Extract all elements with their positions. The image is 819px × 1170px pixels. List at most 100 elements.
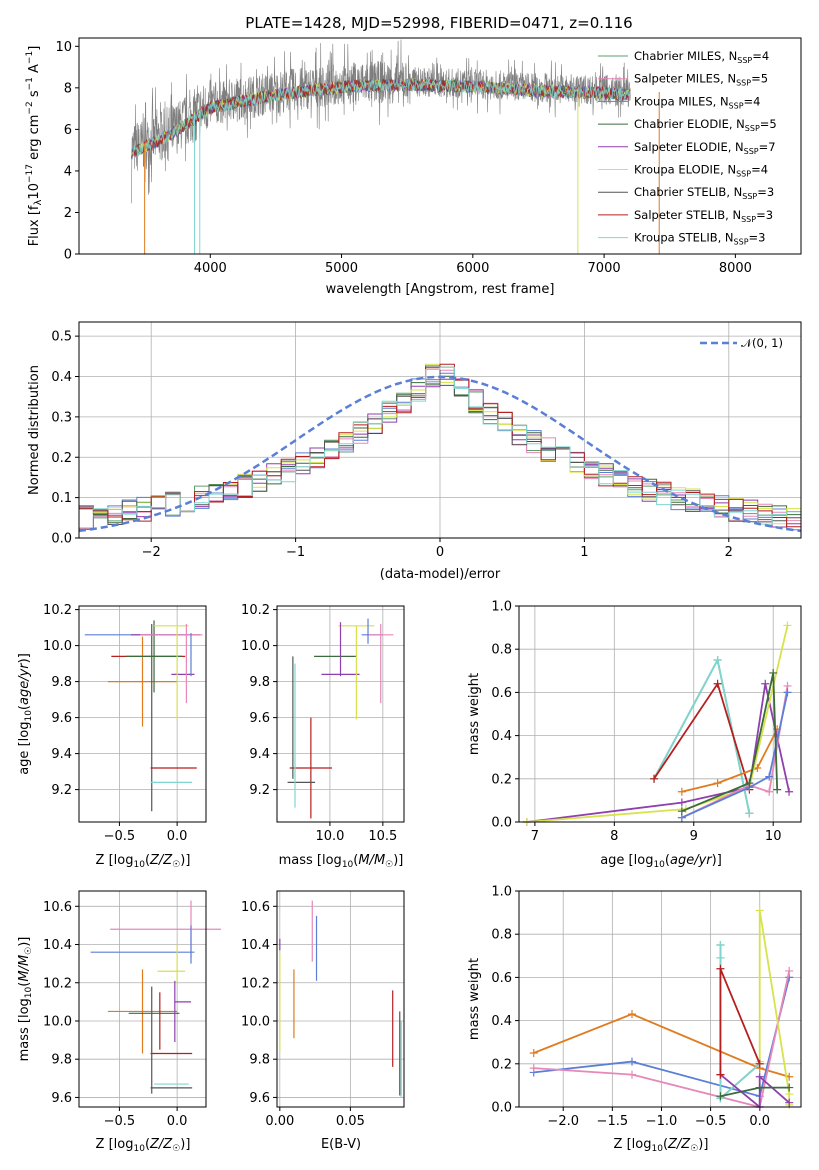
weight-marker — [755, 1083, 764, 1092]
histograms — [79, 363, 801, 533]
mass-z-ylabel: mass [log10(M/M☉)] — [17, 937, 34, 1062]
plot-area — [529, 906, 794, 1111]
gaussian-legend-label: 𝒩(0, 1) — [741, 336, 783, 350]
y-tick-label: 10.2 — [241, 603, 270, 618]
weight-marker — [716, 953, 725, 962]
weight-marker — [529, 1064, 538, 1073]
x-tick-label: 7000 — [588, 261, 621, 276]
y-tick-label: 0.4 — [491, 1014, 512, 1029]
y-tick-label: 0.0 — [491, 1101, 512, 1116]
residual-histogram — [79, 366, 801, 533]
x-tick-label: 0.0 — [749, 1114, 770, 1129]
weight-marker — [765, 787, 774, 796]
weight-line — [681, 685, 789, 819]
age-mass-xlabel: mass [log10(M/M☉)] — [279, 853, 404, 870]
y-tick-label: 6 — [64, 123, 72, 138]
x-tick-label: 7 — [531, 829, 539, 844]
axes-frame — [518, 890, 802, 1108]
y-tick-label: 0.8 — [491, 643, 512, 658]
spectrum-legend: Chabrier MILES, NSSP=4 Salpeter MILES, NS… — [598, 49, 777, 247]
axes-frame — [78, 605, 207, 823]
weight-marker — [716, 1070, 725, 1079]
y-tick-label: 9.6 — [51, 1091, 72, 1106]
y-tick-label: 10.4 — [241, 938, 270, 953]
age-vs-mass-panel: 10.0 10.5 9.2 9.4 9.6 9.8 10.0 10.2 — [241, 603, 405, 844]
spectrum-frame — [78, 37, 802, 255]
weight-marker — [677, 787, 686, 796]
y-tick-label: 9.8 — [51, 675, 72, 690]
axes-frame — [276, 890, 405, 1108]
weight-line — [719, 1073, 790, 1109]
plot-area — [522, 621, 794, 826]
y-tick-label: 0.2 — [491, 1057, 512, 1072]
age-z-xlabel: Z [log10(Z/Z☉)] — [96, 853, 191, 870]
x-tick-label: −2 — [142, 545, 161, 560]
weight-marker — [627, 1010, 636, 1019]
legend-label: Salpeter STELIB, NSSP=3 — [634, 208, 773, 224]
x-tick-label: 10.0 — [315, 829, 344, 844]
weight-marker — [716, 964, 725, 973]
weight-marker — [627, 1057, 636, 1066]
y-tick-label: 0.0 — [51, 532, 72, 547]
y-tick-label: 0.5 — [51, 330, 72, 345]
weight-vs-z-panel: −2.0 −1.5 −1.0 −0.5 0.0 0.0 0.2 0.4 0.6 0.8 1.0 — [491, 885, 802, 1129]
mass-vs-ebv-panel: 0.00 0.05 9.6 9.8 10.0 10.2 10.4 10.6 — [241, 890, 405, 1129]
x-tick-label: 0 — [436, 545, 444, 560]
legend-label: Chabrier MILES, NSSP=4 — [634, 49, 769, 65]
weight-marker — [755, 906, 764, 915]
weight-age-xlabel: age [log10(age/yr)] — [600, 853, 722, 870]
y-tick-label: 10.0 — [43, 1014, 72, 1029]
weight-marker — [785, 1098, 794, 1107]
legend-label: Kroupa STELIB, NSSP=3 — [634, 231, 765, 247]
y-tick-label: 10.2 — [43, 976, 72, 991]
weight-marker — [713, 779, 722, 788]
x-tick-label: 0.05 — [336, 1114, 365, 1129]
residual-ylabel: Normed distribution — [27, 365, 42, 495]
spectrum-xlabel: wavelength [Angstrom, rest frame] — [326, 282, 555, 297]
x-tick-label: 1 — [580, 545, 588, 560]
y-tick-label: 0.6 — [491, 971, 512, 986]
errorbar-point — [289, 717, 333, 819]
y-tick-label: 10.2 — [241, 976, 270, 991]
y-tick-label: 0.3 — [51, 410, 72, 425]
weight-marker — [783, 688, 792, 697]
x-tick-label: 8000 — [719, 261, 752, 276]
weight-age-ylabel: mass weight — [467, 673, 482, 755]
weight-marker — [755, 1072, 764, 1081]
plot-area — [90, 900, 222, 1094]
y-tick-label: 10.6 — [241, 900, 270, 915]
weight-marker — [785, 966, 794, 975]
axes-frame — [518, 605, 802, 823]
x-tick-label: −0.5 — [104, 1114, 136, 1129]
spectrum-ylabel: Flux [fλ10−17 erg cm−2 s−1 A−1] — [25, 46, 44, 247]
y-tick-label: 9.6 — [51, 711, 72, 726]
y-tick-label: 4 — [64, 164, 72, 179]
y-tick-label: 2 — [64, 206, 72, 221]
y-tick-label: 0.8 — [491, 928, 512, 943]
weight-marker — [677, 798, 686, 807]
y-tick-label: 0.4 — [491, 729, 512, 744]
residual-xlabel: (data-model)/error — [380, 567, 501, 582]
y-tick-label: 8 — [64, 81, 72, 96]
errorbar-point — [126, 620, 182, 693]
axes-frame — [276, 605, 405, 823]
weight-marker — [745, 779, 754, 788]
weight-marker — [785, 1083, 794, 1092]
y-tick-label: 10.6 — [43, 900, 72, 915]
plot-area — [84, 620, 203, 812]
weight-marker — [650, 774, 659, 783]
y-tick-label: 0.6 — [491, 686, 512, 701]
x-tick-label: 4000 — [194, 261, 227, 276]
spectrum-title: PLATE=1428, MJD=52998, FIBERID=0471, z=0… — [245, 14, 632, 32]
errorbar-point — [107, 636, 178, 727]
weight-marker — [716, 1092, 725, 1101]
model-spectrum — [131, 78, 631, 160]
weight-marker — [677, 807, 686, 816]
legend-label: Salpeter ELODIE, NSSP=7 — [634, 140, 776, 156]
residual-panel: −2 −1 0 1 2 0.0 0.1 0.2 0.3 0.4 0.5 (data-model)/e… — [27, 321, 802, 582]
y-tick-label: 9.4 — [51, 747, 72, 762]
x-tick-label: 5000 — [325, 261, 358, 276]
legend-label: Kroupa ELODIE, NSSP=4 — [634, 163, 768, 179]
